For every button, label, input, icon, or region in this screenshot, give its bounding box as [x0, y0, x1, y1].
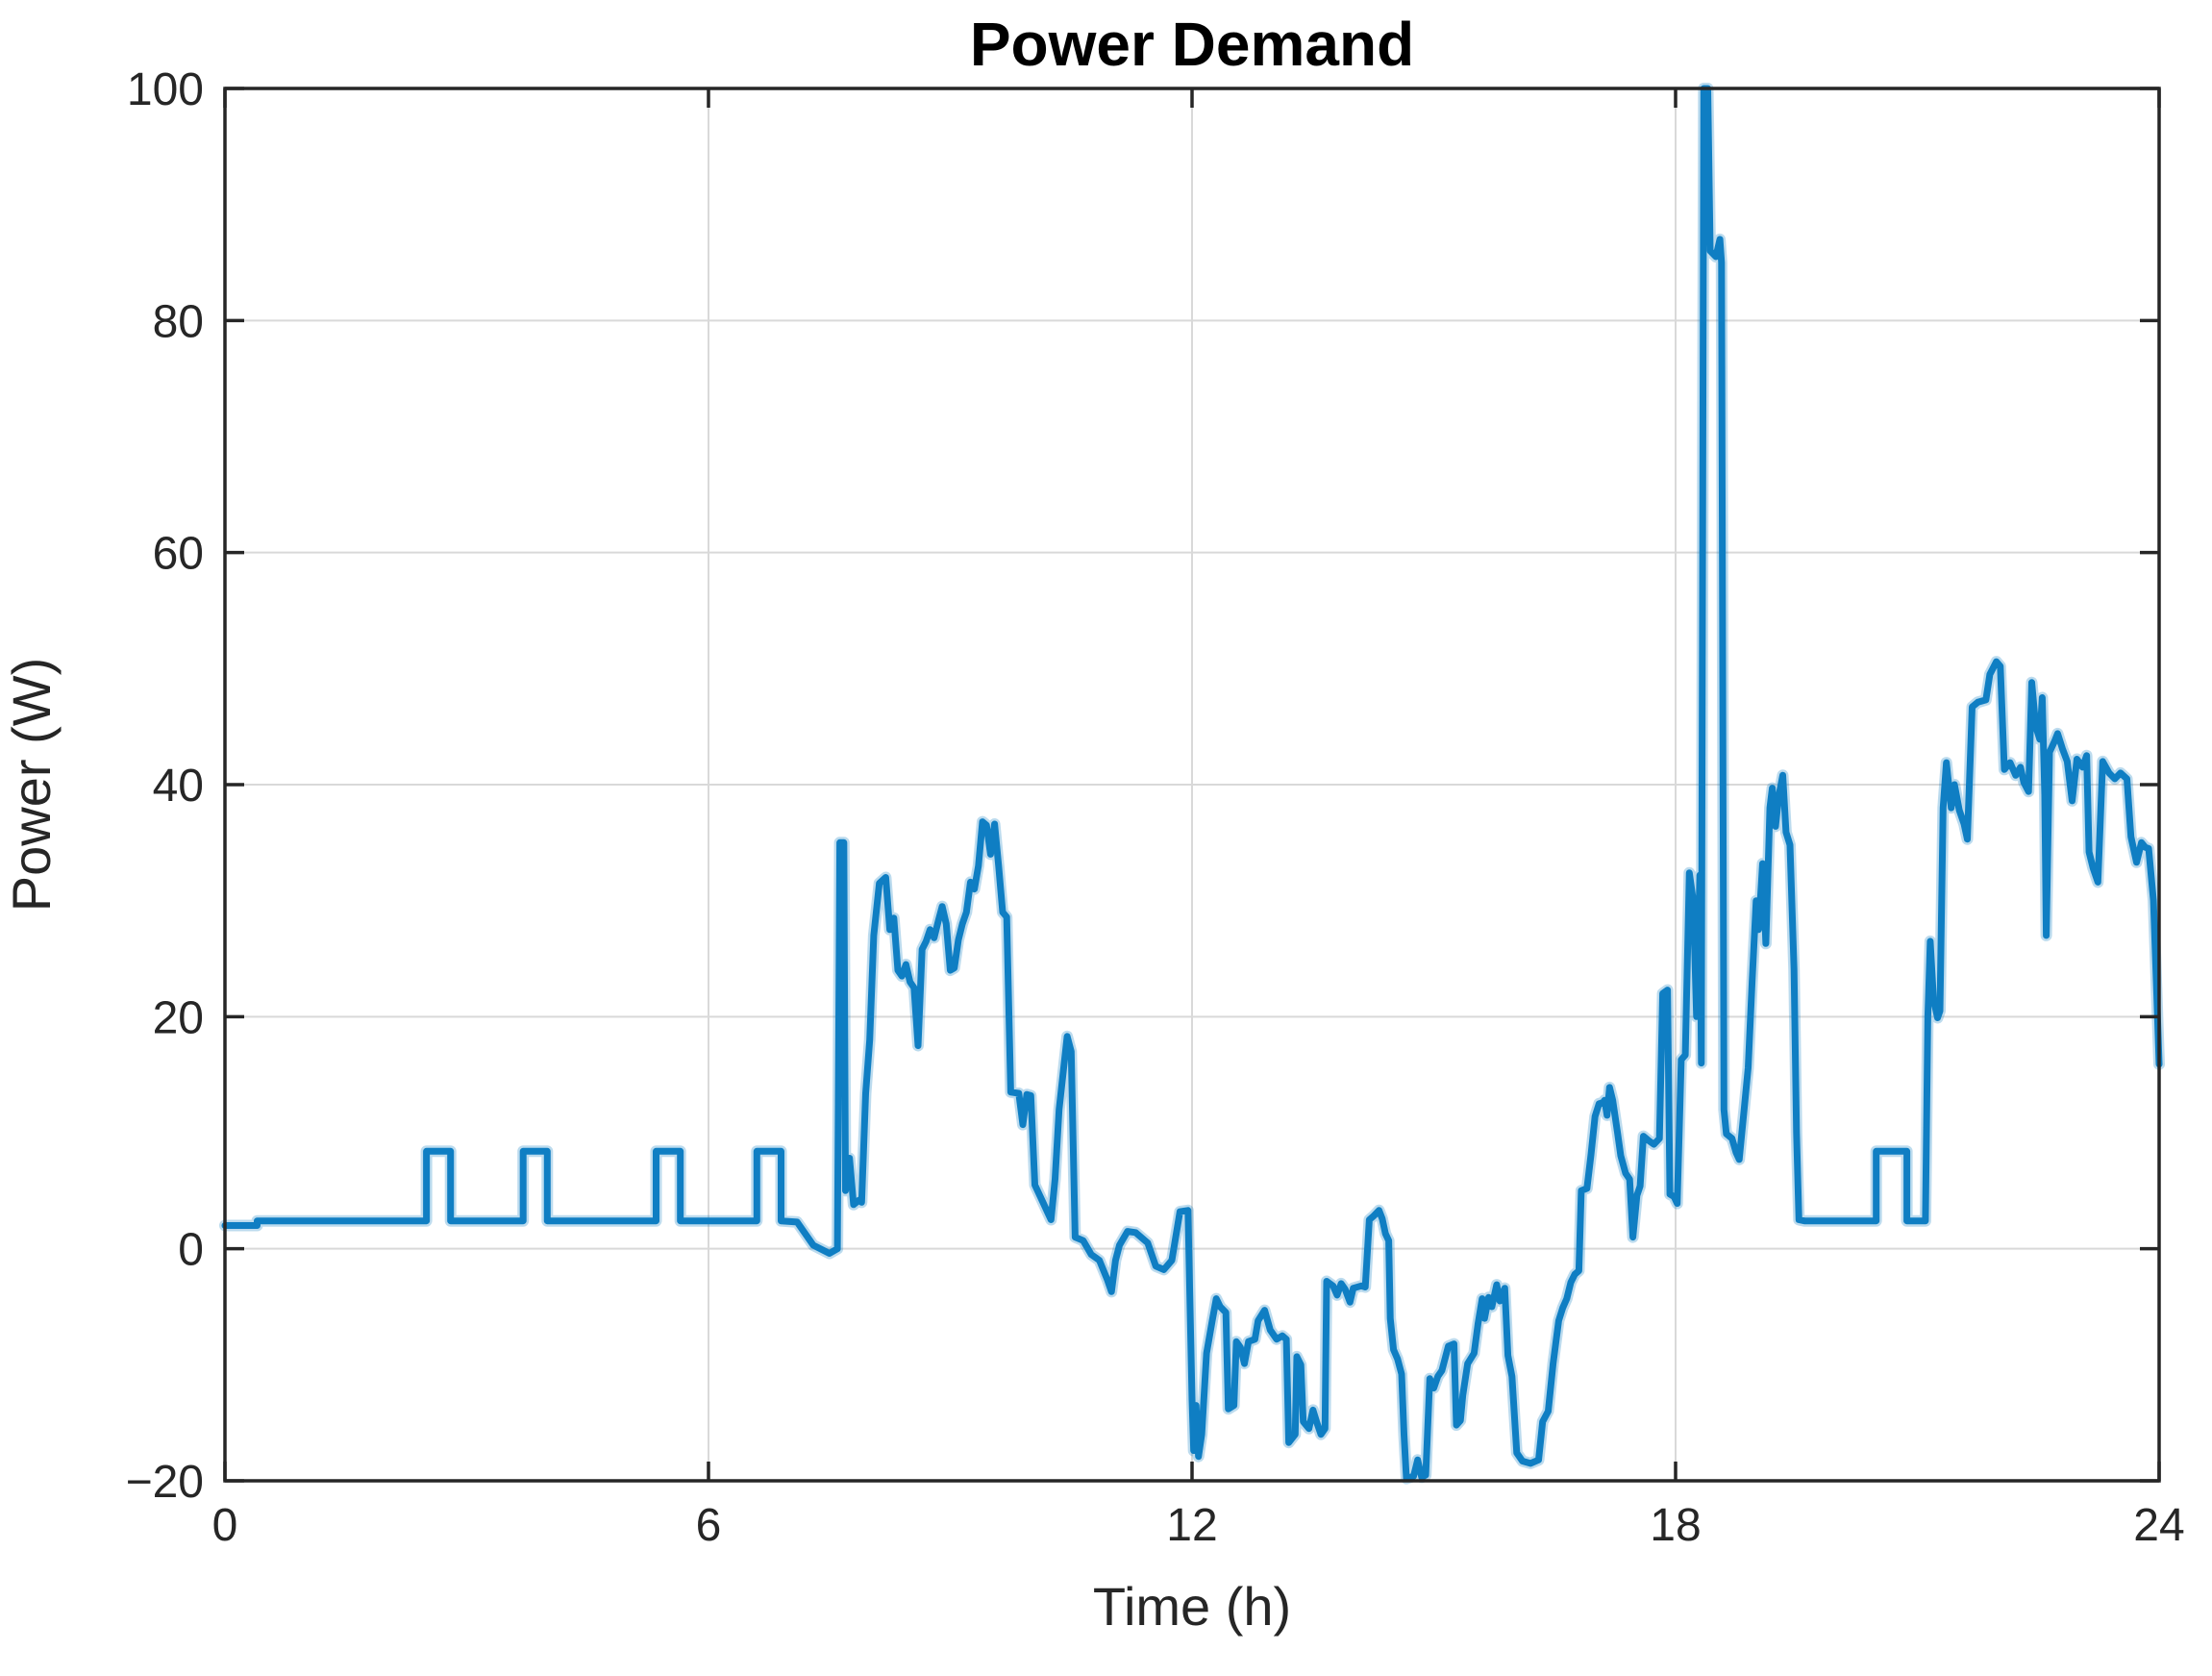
y-tick-label: 40 [153, 761, 204, 812]
x-tick-label: 18 [1650, 1500, 1701, 1551]
x-tick-label: 0 [212, 1500, 238, 1551]
x-axis-label: Time (h) [1093, 1576, 1291, 1637]
power-demand-line [221, 85, 2163, 1483]
y-tick-label: 80 [153, 296, 204, 347]
y-tick-label: 0 [178, 1225, 204, 1276]
data-series-layer [219, 83, 2165, 1485]
chart-title: Power Demand [970, 10, 1414, 79]
y-tick-label: 60 [153, 529, 204, 580]
axes-box-and-ticks [223, 87, 2161, 1483]
x-tick-label: 6 [696, 1500, 722, 1551]
gridlines [225, 88, 2159, 1481]
y-tick-label: −20 [126, 1457, 204, 1508]
y-tick-label: 20 [153, 992, 204, 1043]
x-tick-label: 24 [2133, 1500, 2184, 1551]
y-tick-label: 100 [127, 64, 204, 115]
y-axis-label: Power (W) [1, 658, 62, 912]
x-tick-label: 12 [1166, 1500, 1217, 1551]
